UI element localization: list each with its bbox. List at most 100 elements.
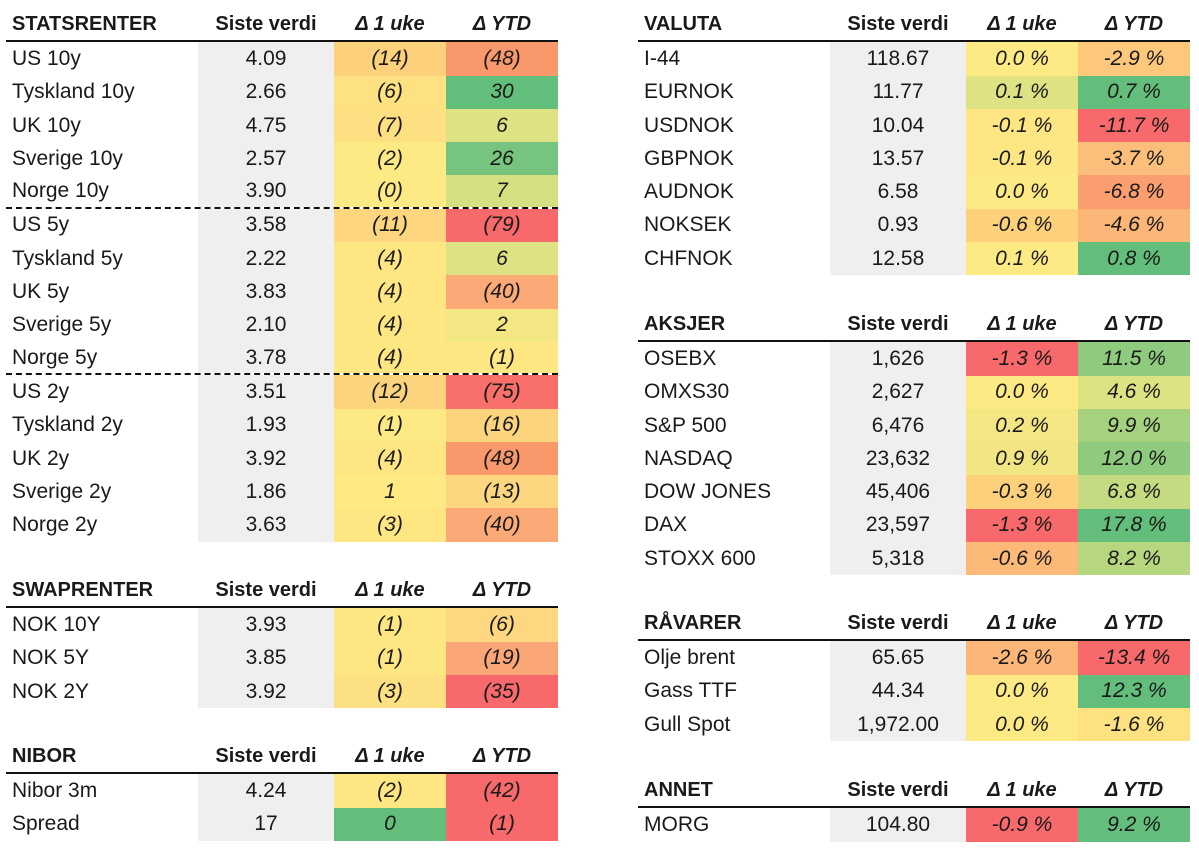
- column-header-value: Siste verdi: [847, 313, 949, 336]
- row-change-week: 0.0 %: [966, 175, 1078, 209]
- row-change-ytd: 0.8 %: [1078, 242, 1190, 276]
- row-label: EURNOK: [644, 80, 734, 104]
- row-label: Sverige 10y: [12, 146, 123, 170]
- row-value: 3.85: [198, 641, 334, 675]
- row-change-ytd: (79): [446, 208, 558, 243]
- row-label: Gull Spot: [644, 712, 731, 736]
- section-title: RÅVARER: [644, 612, 742, 635]
- table-row: EURNOK 11.77 0.1 % 0.7 %: [638, 75, 1190, 109]
- row-change-week: 0.0 %: [966, 375, 1078, 409]
- row-change-ytd: 9.2 %: [1078, 808, 1190, 842]
- row-label: Norge 5y: [12, 345, 98, 369]
- row-label: Olje brent: [644, 645, 736, 669]
- row-label: NASDAQ: [644, 446, 733, 470]
- row-change-week: (1): [334, 608, 446, 642]
- table-row: S&P 500 6,476 0.2 % 9.9 %: [638, 408, 1190, 443]
- row-change-week: -1.3 %: [966, 342, 1078, 376]
- row-value: 6,476: [830, 408, 966, 443]
- column-header-ytd: Δ YTD: [472, 745, 532, 768]
- row-change-ytd: 6: [446, 108, 558, 143]
- row-value: 1.86: [198, 475, 334, 509]
- row-label: USDNOK: [644, 113, 734, 137]
- column-header-week: Δ 1 uke: [355, 13, 425, 36]
- table-row: Norge 5y 3.78 (4) (1): [6, 341, 558, 376]
- table-row: US 2y 3.51 (12) (75): [6, 375, 558, 409]
- row-label: Norge 10y: [12, 179, 109, 203]
- row-value: 2.66: [198, 75, 334, 109]
- column-header-week: Δ 1 uke: [355, 745, 425, 768]
- row-change-ytd: 26: [446, 142, 558, 176]
- swaprenter-table: SWAPRENTER Siste verdi Δ 1 uke Δ YTD NOK 10Y…: [6, 575, 558, 709]
- row-change-week: 0.0 %: [966, 674, 1078, 708]
- table-row: NOK 2Y 3.92 (3) (35): [6, 674, 558, 709]
- row-change-week: -1.3 %: [966, 508, 1078, 543]
- column-header-value: Siste verdi: [847, 13, 949, 36]
- row-change-ytd: (6): [446, 608, 558, 642]
- row-value: 2,627: [830, 375, 966, 409]
- row-change-week: (1): [334, 408, 446, 442]
- row-label: NOKSEK: [644, 213, 732, 237]
- row-label: Gass TTF: [644, 679, 737, 703]
- row-change-ytd: 2: [446, 308, 558, 342]
- row-change-ytd: -1.6 %: [1078, 707, 1190, 742]
- row-label: Tyskland 2y: [12, 413, 123, 437]
- row-value: 1,626: [830, 342, 966, 376]
- row-change-ytd: 7: [446, 175, 558, 207]
- row-value: 4.09: [198, 42, 334, 76]
- aksjer-table: AKSJER Siste verdi Δ 1 uke Δ YTD OSEBX 1,626-…: [638, 309, 1190, 576]
- row-change-week: (4): [334, 308, 446, 342]
- row-label: Nibor 3m: [12, 778, 98, 802]
- row-value: 3.92: [198, 441, 334, 476]
- row-change-week: -0.1 %: [966, 108, 1078, 143]
- row-value: 3.78: [198, 341, 334, 374]
- row-change-ytd: -2.9 %: [1078, 42, 1190, 76]
- table-row: UK 10y 4.75 (7) 6: [6, 108, 558, 143]
- table-row: Spread 17 0 (1): [6, 807, 558, 841]
- row-label: Sverige 5y: [12, 313, 112, 337]
- row-value: 4.24: [198, 774, 334, 808]
- table-row: Sverige 5y 2.10 (4) 2: [6, 308, 558, 342]
- table-row: UK 5y 3.83 (4) (40): [6, 275, 558, 309]
- row-change-ytd: (1): [446, 341, 558, 374]
- row-change-ytd: 4.6 %: [1078, 375, 1190, 409]
- table-row: US 10y 4.09 (14) (48): [6, 42, 558, 76]
- row-value: 3.93: [198, 608, 334, 642]
- row-change-ytd: (48): [446, 441, 558, 476]
- row-change-week: (6): [334, 75, 446, 109]
- column-header-ytd: Δ YTD: [1104, 612, 1164, 635]
- row-value: 5,318: [830, 542, 966, 576]
- row-change-week: 0.0 %: [966, 707, 1078, 742]
- row-value: 3.51: [198, 375, 334, 409]
- ravarer-header-row: RÅVARER Siste verdi Δ 1 uke Δ YTD: [638, 608, 1190, 642]
- table-row: MORG 104.80 -0.9 % 9.2 %: [638, 808, 1190, 842]
- section-title: NIBOR: [12, 745, 77, 768]
- row-label: I-44: [644, 46, 681, 70]
- row-label: UK 10y: [12, 113, 81, 137]
- row-change-ytd: (40): [446, 508, 558, 542]
- table-row: Gull Spot 1,972.00 0.0 % -1.6 %: [638, 707, 1190, 742]
- table-row: Tyskland 2y 1.93 (1) (16): [6, 408, 558, 442]
- column-header-value: Siste verdi: [215, 13, 317, 36]
- row-change-week: (4): [334, 441, 446, 476]
- row-change-ytd: -13.4 %: [1078, 641, 1190, 675]
- row-change-ytd: (13): [446, 475, 558, 509]
- row-value: 11.77: [830, 75, 966, 109]
- row-label: AUDNOK: [644, 180, 734, 204]
- row-change-week: (7): [334, 108, 446, 143]
- column-header-week: Δ 1 uke: [355, 579, 425, 602]
- table-row: Norge 10y 3.90 (0) 7: [6, 175, 558, 209]
- row-change-week: 0.2 %: [966, 408, 1078, 443]
- row-value: 118.67: [830, 42, 966, 76]
- row-change-ytd: (75): [446, 375, 558, 409]
- row-label: GBPNOK: [644, 146, 734, 170]
- valuta-table: VALUTA Siste verdi Δ 1 uke Δ YTD I-44 118.67 0…: [638, 9, 1190, 276]
- row-value: 44.34: [830, 674, 966, 708]
- column-header-ytd: Δ YTD: [1104, 313, 1164, 336]
- row-change-ytd: -3.7 %: [1078, 142, 1190, 176]
- row-change-week: -0.9 %: [966, 808, 1078, 842]
- row-change-ytd: 17.8 %: [1078, 508, 1190, 543]
- row-label: NOK 2Y: [12, 679, 90, 703]
- column-header-value: Siste verdi: [215, 745, 317, 768]
- row-label: US 10y: [12, 46, 81, 70]
- table-row: USDNOK 10.04 -0.1 % -11.7 %: [638, 108, 1190, 143]
